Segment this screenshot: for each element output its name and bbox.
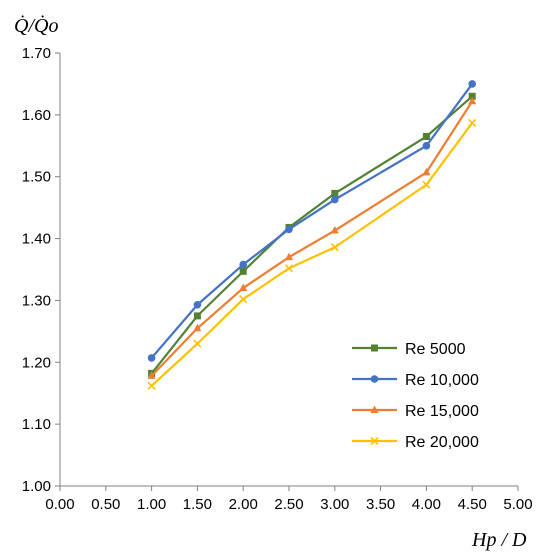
legend-label: Re 15,000 [405,403,479,420]
data-point [193,339,202,348]
legend-marker [371,344,378,352]
y-tick-label: 1.50 [22,169,51,186]
y-tick-label: 1.30 [22,292,51,309]
data-point [422,133,430,141]
data-point [193,300,202,309]
x-tick-label: 3.00 [320,496,349,513]
data-point [239,260,247,269]
legend-marker [370,436,379,446]
data-point [330,243,339,252]
legend-label: Re 20,000 [405,434,479,451]
data-point [147,354,156,362]
data-point [239,267,247,275]
x-tick-label: 4.50 [458,496,487,513]
x-tick-label: 2.50 [274,496,303,513]
series-2 [147,80,477,362]
y-tick-label: 1.10 [22,416,51,433]
x-tick-label: 3.50 [366,496,395,513]
series-4 [147,118,477,390]
data-point [285,225,293,234]
data-point [193,312,201,320]
data-point [468,92,476,100]
legend-item: Re 5000 [352,341,466,358]
x-tick-label: 1.50 [183,496,212,513]
data-point [468,96,477,105]
data-point [285,252,293,261]
series-3 [147,96,477,379]
series-line [150,100,474,377]
data-point [422,180,431,189]
y-tick-label: 1.40 [22,231,51,248]
y-tick-label: 1.70 [22,45,51,62]
data-point [239,295,248,304]
data-point [330,226,339,234]
axes: 1.00 1.10 1.20 1.30 1.40 1.50 1.60 1.70 0.00 0.50… [22,45,533,513]
data-point [147,381,156,390]
y-tick-label: 1.60 [22,107,51,124]
data-point [147,371,156,379]
legend-item: Re 20,000 [352,434,479,451]
x-axis-title: Hp / D [471,529,527,551]
x-tick-label: 2.00 [229,496,258,513]
data-point [422,167,431,176]
y-axis-title: Q̇/Q̇o [14,14,58,37]
x-tick-label: 1.00 [137,496,166,513]
legend-marker [370,405,379,413]
legend-marker [370,375,379,383]
legend-item: Re 15,000 [352,403,479,420]
y-tick-label: 1.20 [22,354,51,371]
series-lines [147,80,477,390]
data-point [331,195,339,204]
data-point [468,80,477,88]
legend-item: Re 10,000 [352,372,479,389]
series-1 [148,92,476,377]
x-tick-label: 0.50 [91,496,120,513]
legend-label: Re 5000 [405,341,466,358]
data-point [193,323,202,332]
x-tick-label: 5.00 [503,496,532,513]
data-point [468,118,477,127]
y-tick-label: 1.00 [22,478,51,495]
data-point [284,264,294,273]
legend: Re 5000 Re 10,000 Re 15,000 Re 20,000 [352,341,479,451]
legend-label: Re 10,000 [405,372,479,389]
data-point [331,189,339,197]
data-point [422,141,431,150]
x-tick-label: 0.00 [45,496,74,513]
x-tick-label: 4.00 [412,496,441,513]
data-point [239,283,248,292]
